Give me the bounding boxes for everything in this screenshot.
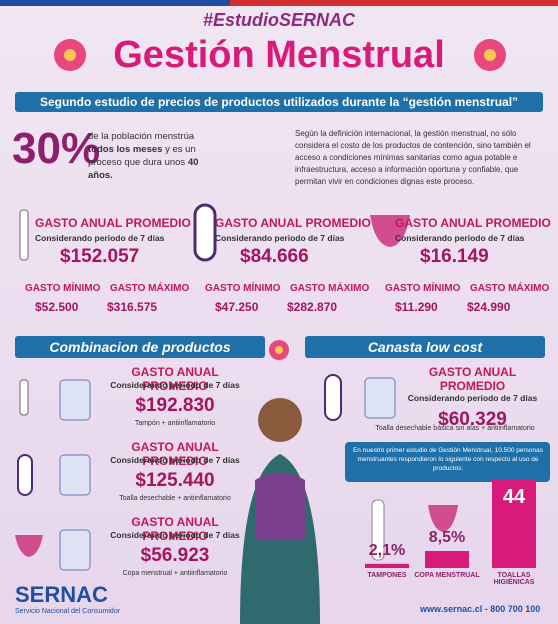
note: Copa menstrual + antiinflamatorio xyxy=(122,570,228,577)
min-label: GASTO MÍNIMO xyxy=(25,283,101,294)
definition: Según la definición internacional, la ge… xyxy=(295,129,531,186)
sub: Considerando periodo de 7 días xyxy=(395,233,525,243)
amount: $192.830 xyxy=(135,395,215,416)
amount: $60.329 xyxy=(438,409,507,430)
min-label: GASTO MÍNIMO xyxy=(385,283,461,294)
sub: Considerando periodo de 7 días xyxy=(215,233,345,243)
max-label: GASTO MÁXIMO xyxy=(290,283,370,294)
bar xyxy=(492,480,536,568)
sub: Considerando periodo de 7 días xyxy=(407,393,538,403)
max-value: $282.870 xyxy=(287,300,338,314)
min-value: $52.500 xyxy=(35,300,79,314)
min-value: $47.250 xyxy=(215,300,259,314)
bar-label: TAMPONES xyxy=(367,572,407,579)
bar-label: COPA MENSTRUAL xyxy=(414,572,480,579)
note: Tampón + antiinflamatorio xyxy=(134,420,216,427)
intro-text: de la población menstrúa todos los meses… xyxy=(88,130,213,182)
section-title: Combinacion de productos xyxy=(15,336,265,358)
heading: GASTO ANUAL PROMEDIO xyxy=(131,515,219,543)
text: todos los meses xyxy=(88,144,163,155)
text: de la población menstrúa xyxy=(88,131,195,142)
amount: $152.057 xyxy=(60,246,140,267)
heading: GASTO ANUAL PROMEDIO xyxy=(131,365,219,393)
bar xyxy=(365,563,409,568)
sub: Considerando periodo de 7 días xyxy=(35,233,165,243)
heading: GASTO ANUAL PROMEDIO xyxy=(131,440,219,468)
max-value: $24.990 xyxy=(467,300,511,314)
sub: Considerando periodo de 7 días xyxy=(110,530,240,540)
text: 40 años. xyxy=(88,157,199,181)
amount: $125.440 xyxy=(135,470,215,491)
sub: Considerando periodo de 7 días xyxy=(110,380,240,390)
text: y es un proceso que dura unos xyxy=(88,144,196,168)
heading: GASTO ANUAL PROMEDIO xyxy=(35,216,191,230)
max-value: $316.575 xyxy=(107,300,158,314)
amount: $84.666 xyxy=(240,246,309,267)
value-label: 2,1% xyxy=(368,541,406,559)
sub: Considerando periodo de 7 días xyxy=(110,455,240,465)
value-label: 8,5% xyxy=(428,529,466,546)
note: Toalla desechable + antiinflamatorio xyxy=(119,495,231,502)
bar-label: TOALLAS HIGIÉNICAS xyxy=(493,572,535,586)
heading: GASTO ANUAL PROMEDIO xyxy=(395,216,551,230)
heading: GASTO ANUAL PROMEDIO xyxy=(215,216,371,230)
stat: 30% xyxy=(12,124,101,173)
brand-sub: Servicio Nacional del Consumidor xyxy=(15,608,121,615)
max-label: GASTO MÁXIMO xyxy=(110,283,190,294)
survey-intro: En nuestro primer estudio de Gestión Men… xyxy=(352,447,544,472)
min-value: $11.290 xyxy=(395,300,438,314)
heading: GASTO ANUAL PROMEDIO xyxy=(428,365,517,393)
bar xyxy=(425,551,469,568)
amount: $16.149 xyxy=(420,246,489,267)
section-title: Canasta low cost xyxy=(305,336,545,358)
amount: $56.923 xyxy=(140,545,210,566)
min-label: GASTO MÍNIMO xyxy=(205,283,281,294)
brand: SERNAC xyxy=(15,582,108,607)
contact: www.sernac.cl - 800 700 100 xyxy=(420,604,541,614)
subtitle: Segundo estudio de precios de productos … xyxy=(15,92,543,112)
value-label: 44 xyxy=(502,486,526,508)
title: Gestión Menstrual xyxy=(113,34,445,76)
note: Toalla desechable básica sin alas + anti… xyxy=(375,425,535,432)
max-label: GASTO MÁXIMO xyxy=(470,283,550,294)
hashtag: #EstudioSERNAC xyxy=(202,10,355,30)
low-cost: GASTO ANUAL PROMEDIO Considerando period… xyxy=(395,365,550,431)
